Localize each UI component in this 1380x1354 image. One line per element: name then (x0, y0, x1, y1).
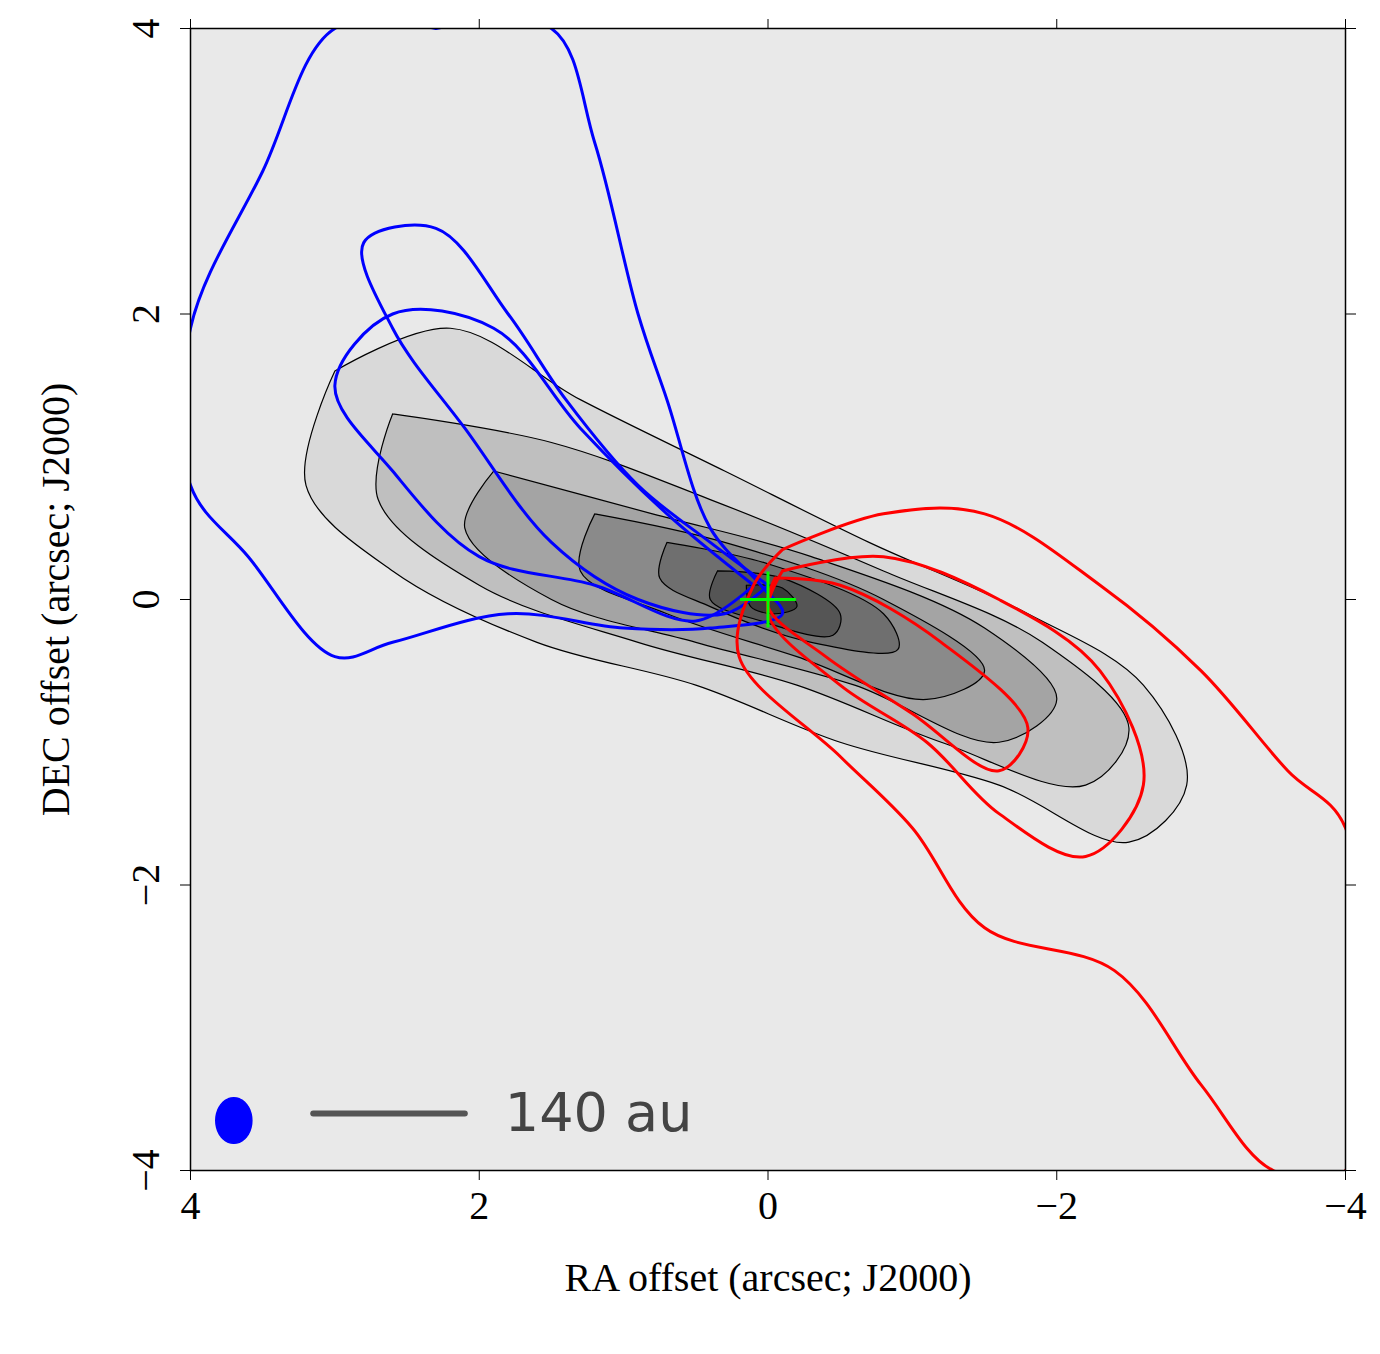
svg-text:−2: −2 (123, 864, 168, 907)
svg-text:−4: −4 (123, 1149, 168, 1192)
svg-text:DEC offset (arcsec; J2000): DEC offset (arcsec; J2000) (33, 383, 78, 817)
svg-text:140 au: 140 au (505, 1081, 693, 1144)
svg-text:4: 4 (123, 19, 168, 39)
svg-text:−4: −4 (1324, 1183, 1367, 1228)
svg-text:4: 4 (181, 1183, 201, 1228)
svg-text:0: 0 (123, 590, 168, 610)
svg-text:2: 2 (123, 304, 168, 324)
svg-text:0: 0 (758, 1183, 778, 1228)
svg-text:−2: −2 (1035, 1183, 1078, 1228)
svg-text:RA offset (arcsec; J2000): RA offset (arcsec; J2000) (565, 1255, 972, 1300)
svg-text:2: 2 (469, 1183, 489, 1228)
